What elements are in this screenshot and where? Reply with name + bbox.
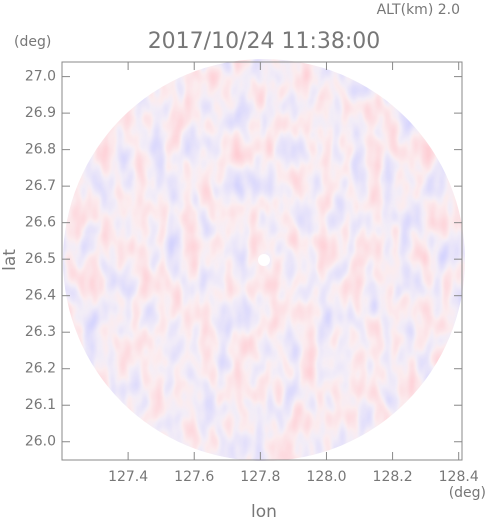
x-unit: (deg)	[449, 485, 486, 501]
y-tick-label: 26.4	[25, 288, 56, 304]
y-tick-label: 26.5	[25, 251, 56, 267]
y-tick-label: 26.0	[25, 434, 56, 450]
x-tick-label: 127.4	[108, 469, 148, 485]
plot-frame	[61, 61, 463, 461]
x-tick-label: 128.0	[306, 469, 346, 485]
annotation: ALT(km) 2.0	[377, 2, 460, 18]
y-tick-label: 26.3	[25, 324, 56, 340]
x-tick-label: 127.8	[240, 469, 280, 485]
x-tick-label: 128.4	[439, 469, 479, 485]
y-unit: (deg)	[14, 34, 51, 50]
y-axis-label: lat	[0, 249, 20, 271]
y-tick-label: 27.0	[25, 69, 56, 85]
x-axis-label: lon	[251, 502, 277, 521]
echo-disk	[63, 59, 465, 461]
y-tick-label: 26.1	[25, 397, 56, 413]
y-tick-label: 26.2	[25, 361, 56, 377]
y-tick-label: 26.7	[25, 178, 56, 194]
y-tick-label: 26.6	[25, 215, 56, 231]
x-tick-label: 128.2	[373, 469, 413, 485]
y-tick-label: 26.8	[25, 142, 56, 158]
x-tick-label: 127.6	[174, 469, 214, 485]
chart-title: 2017/10/24 11:38:00	[148, 29, 381, 54]
y-tick-label: 26.9	[25, 105, 56, 121]
